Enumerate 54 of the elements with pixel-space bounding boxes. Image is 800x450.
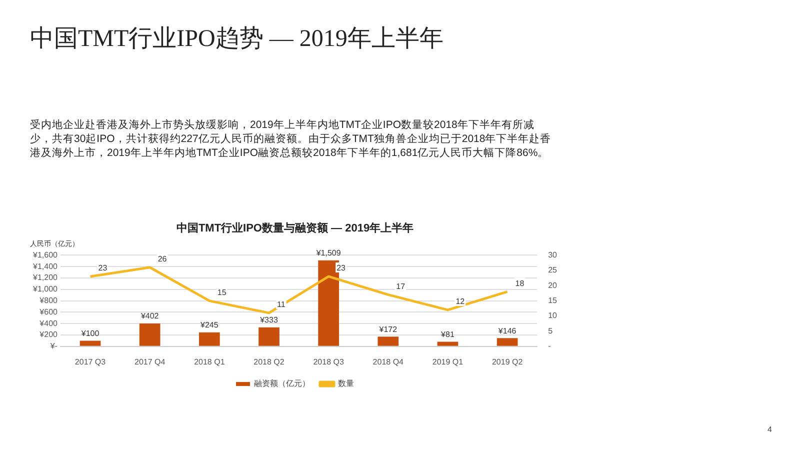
data-label: 15 [217,288,227,298]
y2-tick-label: 30 [548,250,558,260]
data-label: ¥81 [440,330,455,339]
bar [80,340,101,346]
data-label: ¥245 [200,320,219,330]
y2-tick-label: 25 [548,266,558,275]
x-tick-label: 2019 Q2 [492,357,524,366]
x-tick-label: 2018 Q4 [372,357,404,366]
x-tick-label: 2017 Q4 [134,357,166,366]
data-label: ¥333 [259,316,278,325]
text: 4 [768,425,772,434]
chart-title: 中国TMT行业IPO数量与融资额 — 2019年上半年 [176,222,414,235]
y-tick-label: ¥600 [38,307,58,316]
y-tick-label: ¥1,000 [32,284,58,294]
data-label: 26 [158,254,168,264]
data-label: 17 [396,282,406,291]
legend-label: 融资额（亿元） [254,379,310,388]
y-tick-label: ¥800 [38,296,58,306]
x-tick-label: 2017 Q3 [74,357,106,366]
y2-tick-label: 20 [548,280,558,290]
data-label: ¥172 [378,324,398,334]
bar [318,260,339,346]
data-label: ¥1,509 [315,248,342,258]
bar [258,327,280,346]
data-label: 11 [276,300,286,310]
data-label: ¥146 [497,326,517,336]
bar [437,342,458,346]
bar [496,338,518,346]
bar [139,323,160,346]
y2-tick-label: 10 [548,311,558,320]
y2-tick-label: - [548,342,552,351]
y-tick-label: ¥200 [38,330,58,340]
x-tick-label: 2018 Q2 [254,357,285,366]
x-tick-label: 2018 Q3 [313,357,344,366]
x-tick-label: 2019 Q1 [432,357,464,366]
y-tick-label: ¥1,400 [32,262,58,271]
data-label: 23 [336,264,346,273]
data-label: ¥402 [140,312,160,321]
data-label: 18 [515,278,525,288]
y-tick-label: ¥- [49,342,58,351]
text: 受内地企业赴香港及海外上市势头放缓影响，2019年上半年内地TMT企业IPO数量较2018年下半年有所减少，共有30起IPO，共计获得约227亿元人民币的融资额。由于众多TMT独角兽企业均已于2018年下半年赴香港及海外上市，2019年上半年内地TMT企业IPO融资总额较2018年下半年的1,681亿元人民币大幅下降86%。 [30,118,552,160]
data-label: 12 [456,297,466,306]
chart-subtitle: 中国TMT行业IPO趋势 — 2019年上半年 [30,25,444,54]
bar [198,332,220,346]
legend-label: 数量 [338,379,354,388]
y2-tick-label: 15 [548,296,558,306]
y-tick-label: ¥400 [38,318,58,328]
bar [378,336,399,346]
data-label: 23 [98,264,108,273]
data-label: ¥100 [80,328,100,338]
y-tick-label: ¥1,600 [32,250,58,260]
y-tick-label: ¥1,200 [32,273,58,282]
y2-tick-label: 5 [548,326,554,336]
x-tick-label: 2018 Q1 [194,357,226,366]
